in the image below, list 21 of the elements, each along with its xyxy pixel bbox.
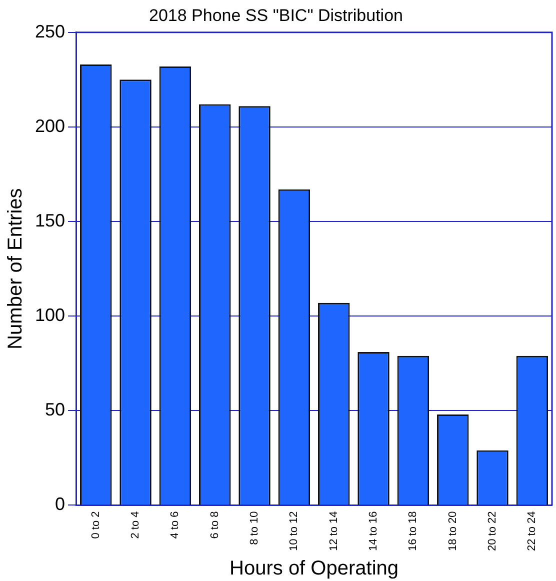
y-axis-title: Number of Entries: [4, 188, 27, 350]
y-tick-label: 150: [34, 210, 66, 231]
chart-title: 2018 Phone SS "BIC" Distribution: [149, 6, 403, 25]
x-tick-label: 16 to 18: [407, 511, 420, 552]
x-axis-title: Hours of Operating: [230, 558, 399, 580]
y-tick-label: 250: [34, 21, 66, 42]
x-tick-label: 22 to 24: [526, 511, 538, 552]
y-tick-label: 0: [55, 494, 66, 514]
x-tick-label: 0 to 2: [90, 511, 102, 539]
x-tick-label: 18 to 20: [446, 511, 459, 552]
y-tick-label: 200: [34, 116, 66, 136]
y-tick-label: 50: [45, 400, 66, 420]
x-tick-label: 4 to 6: [169, 511, 182, 539]
x-tick-label: 10 to 12: [288, 511, 300, 552]
x-tick-label: 2 to 4: [130, 511, 142, 539]
x-tick-label: 14 to 16: [368, 511, 380, 552]
x-tick-label: 12 to 14: [328, 511, 340, 552]
y-tick-label: 100: [34, 305, 66, 326]
x-tick-label: 8 to 10: [248, 511, 261, 545]
x-tick-label: 20 to 22: [486, 511, 499, 552]
x-tick-label: 6 to 8: [208, 511, 221, 539]
